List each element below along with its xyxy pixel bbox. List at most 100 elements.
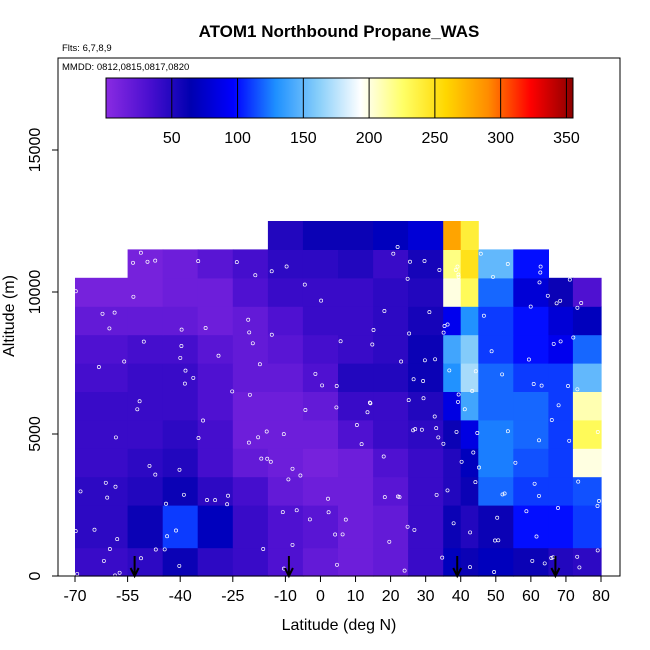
- y-axis: 0 5000 10000 15000: [27, 128, 58, 580]
- sample-point: [468, 530, 473, 535]
- heatmap-cell: [338, 547, 374, 577]
- heatmap-cell: [338, 221, 374, 250]
- heatmap-cell: [75, 363, 129, 392]
- sample-point: [334, 384, 339, 388]
- sample-point: [491, 274, 495, 279]
- sample-point: [427, 310, 432, 315]
- heatmap-cell: [232, 448, 269, 478]
- sample-point: [307, 517, 312, 522]
- sample-point: [567, 438, 572, 443]
- sample-point: [343, 517, 348, 522]
- sample-point: [178, 355, 183, 360]
- sample-point: [319, 298, 324, 303]
- heatmap-cell: [302, 306, 339, 336]
- sample-point: [103, 480, 108, 485]
- sample-point: [502, 491, 507, 496]
- heatmap-cell: [572, 547, 602, 577]
- sample-point: [441, 330, 446, 335]
- sample-point: [471, 450, 476, 455]
- heatmap-cell: [162, 363, 199, 392]
- heatmap-cell: [267, 448, 304, 478]
- heatmap-cell: [443, 448, 462, 478]
- heatmap-cell: [302, 391, 339, 421]
- sample-point: [340, 532, 345, 537]
- sample-point: [153, 258, 158, 263]
- heatmap-cell: [548, 476, 574, 506]
- sample-point: [537, 280, 542, 285]
- colorbar-tick-label: 200: [356, 130, 383, 147]
- sample-point: [539, 383, 544, 388]
- sample-point: [196, 436, 201, 440]
- sample-point: [478, 251, 483, 256]
- sample-point: [92, 527, 97, 532]
- heatmap-cell: [460, 448, 479, 478]
- sample-point: [253, 273, 258, 278]
- heatmap-cell: [338, 448, 374, 478]
- sample-point: [447, 368, 452, 373]
- sample-point: [265, 456, 270, 461]
- heatmap-cell: [513, 391, 549, 421]
- sample-point: [500, 492, 505, 497]
- sample-point: [298, 473, 303, 478]
- heatmap-cell: [197, 306, 234, 336]
- sample-point: [268, 459, 273, 464]
- heatmap-cell: [75, 419, 129, 449]
- sample-point: [567, 277, 572, 282]
- heatmap-cell: [478, 391, 514, 421]
- heatmap-cell: [478, 505, 514, 549]
- sample-point: [481, 313, 486, 318]
- sample-point: [545, 293, 550, 298]
- sample-point: [442, 324, 447, 328]
- heatmap-cell: [75, 448, 129, 478]
- heatmap-cell: [127, 306, 164, 336]
- heatmap-cell: [572, 419, 602, 449]
- sample-point: [492, 570, 497, 574]
- sample-point: [365, 410, 370, 415]
- heatmap-cell: [267, 306, 304, 336]
- heatmap-cell: [197, 334, 234, 364]
- x-axis: -70 -55 -40 -25 -10 0 10 20 30 40 50 60 70 80: [63, 576, 610, 605]
- sample-point: [326, 496, 330, 501]
- sample-point: [96, 365, 101, 369]
- heatmap-cell: [408, 306, 444, 336]
- x-axis-title: Latitude (deg N): [282, 617, 397, 634]
- heatmap-cell: [373, 476, 409, 506]
- sample-point: [387, 539, 392, 544]
- sample-point: [290, 466, 295, 471]
- sample-point: [181, 492, 186, 497]
- sample-point: [354, 423, 359, 427]
- sample-point: [538, 264, 543, 269]
- heatmap-cell: [460, 391, 479, 421]
- sample-point: [468, 565, 472, 570]
- sample-point: [162, 547, 167, 552]
- heatmap-cell: [338, 306, 374, 336]
- sample-point: [164, 501, 168, 506]
- x-tick-label: -70: [63, 588, 86, 605]
- sample-point: [246, 440, 251, 445]
- heatmap-cell: [302, 476, 339, 506]
- sample-point: [368, 401, 373, 406]
- sample-point: [113, 435, 118, 440]
- sample-point: [117, 570, 122, 575]
- sample-point: [201, 418, 205, 423]
- heatmap-cell: [232, 249, 269, 279]
- sample-point: [230, 389, 235, 394]
- heatmap-cell: [408, 547, 444, 577]
- heatmap-cell: [197, 419, 234, 449]
- sample-point: [475, 431, 480, 435]
- heatmap-cell: [460, 547, 479, 577]
- heatmap-cell: [232, 476, 269, 506]
- heatmap-cell: [408, 448, 444, 478]
- sample-point: [534, 534, 539, 539]
- heatmap-cell: [513, 249, 549, 279]
- heatmap-cell: [127, 419, 164, 449]
- heatmap-cell: [162, 277, 199, 307]
- heatmap-cell: [338, 391, 374, 421]
- x-tick-label: 10: [347, 588, 365, 605]
- heatmap-cell: [267, 419, 304, 449]
- sample-point: [261, 547, 266, 551]
- heatmap-cell: [443, 249, 462, 279]
- heatmap-cell: [548, 391, 574, 421]
- sample-point: [250, 341, 255, 346]
